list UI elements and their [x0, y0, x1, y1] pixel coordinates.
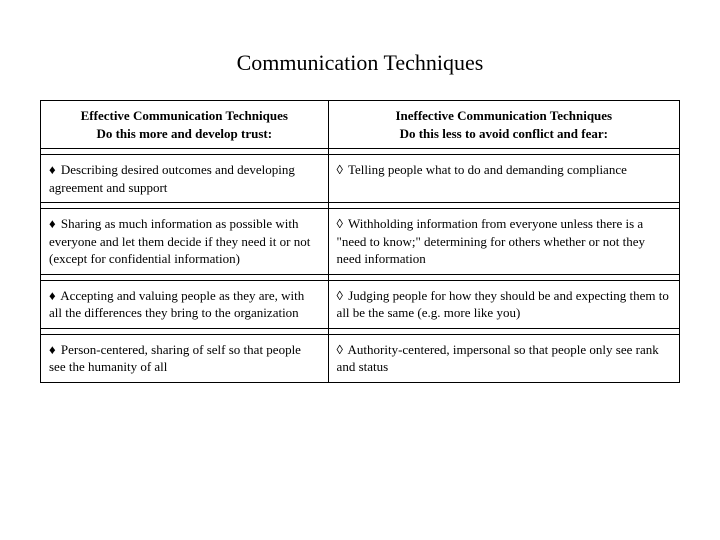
cell-text: Person-centered, sharing of self so that… [49, 342, 301, 375]
diamond-filled-icon: ♦ [49, 216, 58, 231]
cell-effective: ♦ Accepting and valuing people as they a… [41, 280, 329, 328]
table-row: ♦ Accepting and valuing people as they a… [41, 280, 680, 328]
header-effective: Effective Communication Techniques Do th… [41, 101, 329, 149]
header-ineffective-line2: Do this less to avoid conflict and fear: [337, 125, 671, 143]
header-ineffective: Ineffective Communication Techniques Do … [328, 101, 679, 149]
header-effective-line2: Do this more and develop trust: [49, 125, 320, 143]
table-row: ♦ Sharing as much information as possibl… [41, 209, 680, 275]
table-row: ♦ Describing desired outcomes and develo… [41, 155, 680, 203]
cell-effective: ♦ Sharing as much information as possibl… [41, 209, 329, 275]
cell-text: Describing desired outcomes and developi… [49, 162, 295, 195]
cell-text: Withholding information from everyone un… [337, 216, 645, 266]
cell-text: Judging people for how they should be an… [337, 288, 669, 321]
cell-ineffective: ◊ Authority-centered, impersonal so that… [328, 334, 679, 382]
table-row: ♦ Person-centered, sharing of self so th… [41, 334, 680, 382]
cell-text: Sharing as much information as possible … [49, 216, 310, 266]
diamond-hollow-icon: ◊ [337, 288, 345, 303]
cell-text: Telling people what to do and demanding … [348, 162, 627, 177]
page-title: Communication Techniques [40, 50, 680, 76]
page: Communication Techniques Effective Commu… [0, 0, 720, 403]
cell-effective: ♦ Describing desired outcomes and develo… [41, 155, 329, 203]
cell-ineffective: ◊ Judging people for how they should be … [328, 280, 679, 328]
diamond-filled-icon: ♦ [49, 162, 58, 177]
cell-ineffective: ◊ Telling people what to do and demandin… [328, 155, 679, 203]
diamond-hollow-icon: ◊ [337, 342, 345, 357]
diamond-filled-icon: ♦ [49, 288, 58, 303]
header-effective-line1: Effective Communication Techniques [49, 107, 320, 125]
cell-text: Authority-centered, impersonal so that p… [337, 342, 659, 375]
cell-ineffective: ◊ Withholding information from everyone … [328, 209, 679, 275]
diamond-hollow-icon: ◊ [337, 216, 345, 231]
table-header-row: Effective Communication Techniques Do th… [41, 101, 680, 149]
header-ineffective-line1: Ineffective Communication Techniques [337, 107, 671, 125]
diamond-filled-icon: ♦ [49, 342, 58, 357]
diamond-hollow-icon: ◊ [337, 162, 345, 177]
cell-text: Accepting and valuing people as they are… [49, 288, 304, 321]
cell-effective: ♦ Person-centered, sharing of self so th… [41, 334, 329, 382]
comparison-table: Effective Communication Techniques Do th… [40, 100, 680, 383]
